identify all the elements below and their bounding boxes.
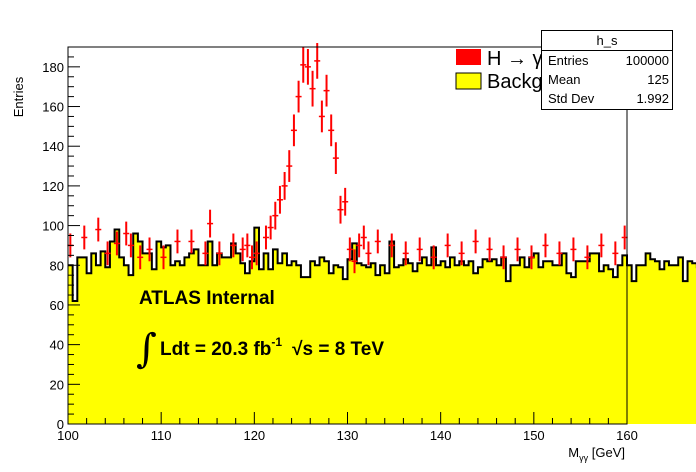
x-tick-label: 140 xyxy=(430,428,452,443)
stats-row-entries: Entries 100000 xyxy=(542,51,672,70)
y-axis-label: Entries xyxy=(11,76,26,117)
y-tick-label: 180 xyxy=(42,60,64,75)
x-tick-label: 100 xyxy=(57,428,79,443)
axes: 100 110 120 130 140 150 160 0 20 40 60 80 100 120 140 1… xyxy=(42,46,638,443)
y-tick-label: 40 xyxy=(50,338,64,353)
y-tick-label: 60 xyxy=(50,298,64,313)
y-tick-label: 20 xyxy=(50,377,64,392)
stats-value: 125 xyxy=(647,72,669,87)
y-tick-label: 100 xyxy=(42,219,64,234)
x-tick-label: 150 xyxy=(523,428,545,443)
stats-row-stddev: Std Dev 1.992 xyxy=(542,89,672,108)
y-tick-label: 140 xyxy=(42,139,64,154)
stats-value: 100000 xyxy=(625,53,669,68)
y-tick-label: 80 xyxy=(50,258,64,273)
background-histogram-fill xyxy=(68,227,696,424)
stats-title: h_s xyxy=(542,31,672,51)
stats-key: Std Dev xyxy=(548,91,595,106)
y-tick-label: 0 xyxy=(57,417,64,432)
stats-key: Entries xyxy=(548,53,589,68)
stats-key: Mean xyxy=(548,72,581,87)
x-tick-label: 130 xyxy=(337,428,359,443)
x-tick-label: 120 xyxy=(243,428,265,443)
y-tick-label: 160 xyxy=(42,100,64,115)
luminosity-label: Ldt = 20.3 fb-1 √s = 8 TeV xyxy=(160,335,384,360)
legend-swatch-signal xyxy=(456,49,481,65)
atlas-label: ATLAS Internal xyxy=(139,288,275,309)
y-tick-label: 120 xyxy=(42,179,64,194)
plot-area xyxy=(67,43,696,424)
legend-swatch-background xyxy=(455,72,482,90)
stats-value: 1.992 xyxy=(636,91,669,106)
integral-symbol: ∫ xyxy=(136,326,157,372)
stats-row-mean: Mean 125 xyxy=(542,70,672,89)
stats-box: h_s Entries 100000 Mean 125 Std Dev 1.99… xyxy=(541,30,673,110)
background-histogram-outline xyxy=(68,226,696,302)
x-axis-label: Mγγ [GeV] xyxy=(568,445,625,463)
x-tick-label: 160 xyxy=(616,428,638,443)
legend-label-signal: H → γγ xyxy=(487,48,553,70)
x-tick-label: 110 xyxy=(151,428,172,443)
